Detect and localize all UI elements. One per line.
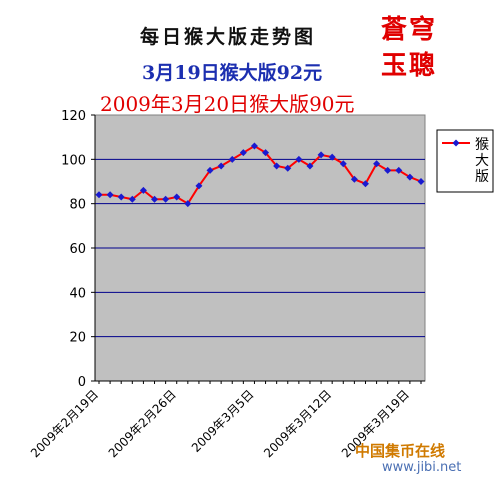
data-point xyxy=(339,160,347,168)
data-point xyxy=(195,182,203,190)
data-point xyxy=(239,149,247,157)
current-price-subtitle: 2009年3月20日猴大版90元 xyxy=(100,92,355,116)
x-tick-label: 2009年2月26日 xyxy=(106,387,179,460)
legend-box xyxy=(436,129,494,193)
data-point xyxy=(206,166,214,174)
previous-price-subtitle: 3月19日猴大版92元 xyxy=(142,62,323,84)
data-point xyxy=(295,155,303,163)
data-point xyxy=(306,162,314,170)
stamp-line-1: 蒼穹 xyxy=(380,15,437,45)
data-point xyxy=(273,162,281,170)
stamp-line-2: 玉聰 xyxy=(380,51,437,81)
data-point xyxy=(95,191,103,199)
data-point xyxy=(395,166,403,174)
x-tick-label: 2009年3月12日 xyxy=(261,387,334,460)
y-tick-label: 120 xyxy=(61,109,86,124)
x-tick-label: 2009年2月19日 xyxy=(28,387,101,460)
legend-label-char: 大 xyxy=(475,153,489,169)
data-point xyxy=(284,164,292,172)
data-point xyxy=(128,195,136,203)
series-layer xyxy=(95,142,425,208)
data-point xyxy=(139,186,147,194)
data-point xyxy=(361,180,369,188)
legend-marker xyxy=(452,139,460,147)
watermark-name: 中国集币在线 xyxy=(355,442,446,460)
data-point xyxy=(417,178,425,185)
data-point xyxy=(151,195,159,203)
data-point xyxy=(217,162,225,170)
data-point xyxy=(106,191,114,199)
data-point xyxy=(384,166,392,174)
chart-title: 每日猴大版走势图 xyxy=(140,26,317,48)
data-point xyxy=(317,151,325,159)
y-tick-label: 60 xyxy=(69,242,86,257)
y-axis: 0 20 40 60 80 100 120 xyxy=(61,109,96,390)
data-point xyxy=(228,155,236,163)
y-tick-label: 40 xyxy=(69,286,86,301)
y-tick-label: 0 xyxy=(78,375,86,390)
legend: 猴大版 xyxy=(436,129,494,193)
data-point xyxy=(117,193,125,201)
y-tick-label: 100 xyxy=(61,153,86,168)
data-point xyxy=(406,173,414,181)
data-point xyxy=(184,200,192,208)
data-point xyxy=(250,142,258,150)
data-point xyxy=(173,193,181,201)
y-tick-label: 20 xyxy=(69,331,86,346)
data-point xyxy=(262,149,270,157)
x-tick-label: 2009年3月5日 xyxy=(189,387,257,455)
gridlines xyxy=(95,158,425,338)
data-point xyxy=(350,175,358,183)
data-point xyxy=(162,195,170,203)
data-point xyxy=(328,153,336,161)
legend-label-char: 猴 xyxy=(475,137,489,153)
watermark-url: www.jibi.net xyxy=(382,460,462,475)
author-stamp: 蒼穹 玉聰 xyxy=(374,12,444,84)
y-tick-label: 80 xyxy=(69,198,86,213)
legend-label-char: 版 xyxy=(475,169,489,185)
data-point xyxy=(373,160,381,168)
